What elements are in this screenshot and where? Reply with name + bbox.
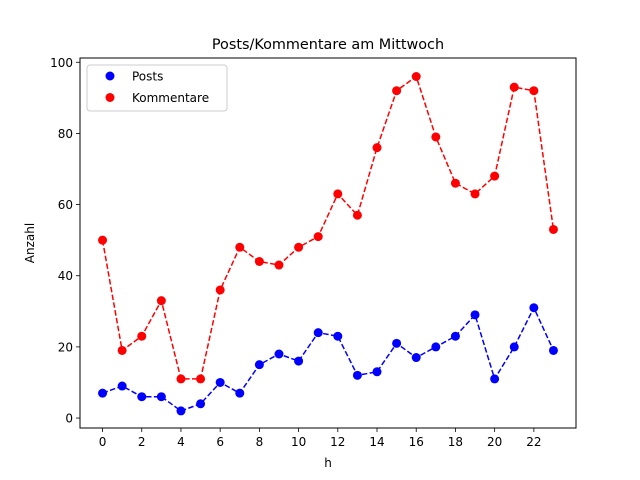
- data-point: [431, 342, 441, 352]
- data-point: [392, 86, 402, 96]
- y-tick-label: 40: [58, 269, 73, 283]
- data-point: [352, 210, 362, 220]
- data-point: [274, 260, 284, 270]
- data-point: [196, 374, 206, 384]
- series-posts: [98, 303, 558, 416]
- y-tick-label: 0: [65, 412, 73, 426]
- data-point: [431, 132, 441, 142]
- data-point: [98, 235, 108, 245]
- data-point: [450, 331, 460, 341]
- data-point: [352, 370, 362, 380]
- data-point: [98, 388, 108, 398]
- data-point: [372, 143, 382, 153]
- data-point: [490, 374, 500, 384]
- data-point: [254, 360, 264, 370]
- plot-area: [98, 72, 558, 416]
- x-tick-label: 8: [256, 435, 264, 449]
- legend-marker-icon: [105, 93, 115, 102]
- y-axis-ticks: 0 20 40 60 80 100: [50, 56, 80, 426]
- data-point: [117, 345, 127, 355]
- legend: Posts Kommentare: [86, 64, 228, 112]
- data-point: [313, 232, 323, 242]
- data-point: [548, 345, 558, 355]
- x-tick-label: 0: [99, 435, 107, 449]
- axes-frame: [79, 57, 577, 429]
- x-tick-label: 18: [448, 435, 463, 449]
- data-point: [117, 381, 127, 391]
- data-point: [392, 338, 402, 348]
- data-point: [215, 377, 225, 387]
- x-tick-label: 6: [216, 435, 224, 449]
- y-tick-label: 20: [58, 340, 73, 354]
- x-tick-label: 20: [487, 435, 502, 449]
- data-point: [294, 242, 304, 252]
- data-point: [313, 328, 323, 338]
- chart-title: Posts/Kommentare am Mittwoch: [212, 37, 444, 53]
- data-point: [470, 310, 480, 320]
- data-point: [254, 257, 264, 266]
- data-point: [156, 296, 166, 306]
- legend-marker-icon: [105, 71, 115, 81]
- data-point: [333, 331, 343, 341]
- data-point: [548, 224, 558, 234]
- data-point: [294, 356, 304, 366]
- data-point: [372, 367, 382, 377]
- y-tick-label: 100: [50, 56, 73, 70]
- data-point: [274, 349, 284, 359]
- data-point: [450, 178, 460, 188]
- y-tick-label: 60: [58, 198, 73, 212]
- x-tick-label: 12: [330, 435, 345, 449]
- data-point: [176, 406, 186, 416]
- data-point: [235, 388, 245, 398]
- data-point: [235, 242, 245, 252]
- data-point: [333, 189, 343, 199]
- data-point: [411, 72, 421, 81]
- data-point: [411, 353, 421, 363]
- y-axis-label: Anzahl: [23, 223, 37, 263]
- data-point: [529, 303, 539, 313]
- legend-label: Posts: [132, 70, 163, 84]
- data-point: [509, 82, 519, 92]
- data-point: [176, 374, 186, 384]
- x-tick-label: 2: [138, 435, 146, 449]
- data-point: [509, 342, 519, 352]
- x-axis-label: h: [324, 456, 332, 470]
- data-point: [196, 399, 206, 409]
- data-point: [137, 392, 147, 402]
- x-tick-label: 4: [177, 435, 185, 449]
- data-point: [137, 331, 147, 341]
- data-point: [215, 285, 225, 295]
- data-point: [470, 189, 480, 199]
- x-tick-label: 22: [526, 435, 541, 449]
- data-point: [529, 86, 539, 96]
- x-tick-label: 16: [409, 435, 424, 449]
- data-point: [156, 392, 166, 402]
- legend-label: Kommentare: [132, 91, 209, 105]
- data-point: [490, 171, 500, 181]
- x-tick-label: 10: [291, 435, 306, 449]
- y-tick-label: 80: [58, 127, 73, 141]
- x-axis-ticks: 0 2 4 6 8 10 12 14 16 18 20 22: [99, 428, 541, 449]
- x-tick-label: 14: [369, 435, 384, 449]
- series-kommentare: [98, 72, 558, 384]
